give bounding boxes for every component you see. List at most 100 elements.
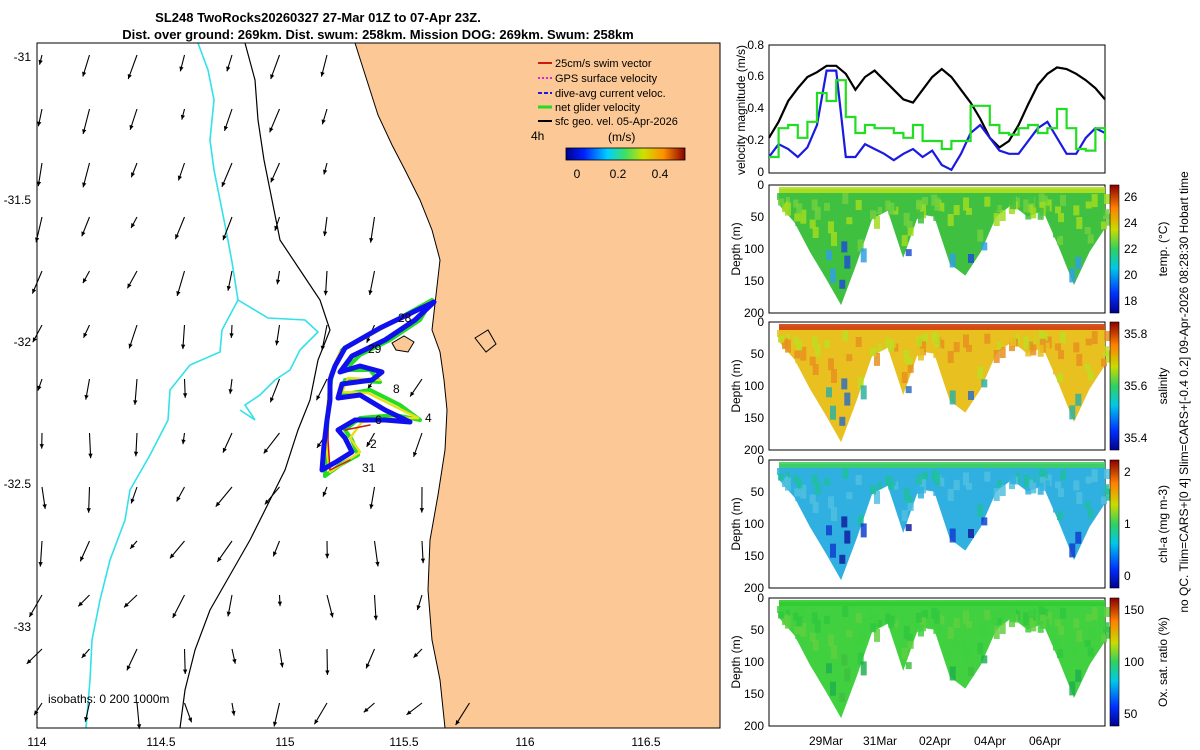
section-cell — [1106, 350, 1112, 363]
velocity-arrowhead — [182, 393, 188, 398]
section-cell — [1075, 393, 1082, 406]
velocity-arrowhead — [279, 662, 284, 668]
section-cell — [842, 606, 849, 617]
section-cell — [860, 661, 867, 676]
colorbar-tick: 24 — [1124, 216, 1138, 230]
title-line-2: Dist. over ground: 269km. Dist. swum: 25… — [122, 27, 634, 42]
section-cell — [855, 475, 862, 485]
velocity-arrowhead — [455, 720, 460, 725]
section-surface — [779, 187, 1105, 193]
section-cell — [830, 681, 836, 696]
section-cell — [800, 346, 807, 361]
section-cell — [918, 348, 924, 361]
vel-y-tick: 0.4 — [747, 101, 764, 115]
velocity-arrowhead — [321, 119, 326, 125]
section-cell — [831, 369, 837, 383]
section-cell — [920, 617, 926, 632]
section-cell — [995, 479, 1002, 487]
velocity-arrowhead — [322, 231, 328, 237]
velocity-arrowhead — [366, 441, 371, 447]
section-cell — [1091, 607, 1098, 621]
section-cell — [995, 204, 1002, 212]
section-cell — [841, 378, 848, 390]
section-cell — [831, 645, 837, 659]
section-cell — [949, 390, 956, 405]
surface-velocity-vectors — [26, 54, 470, 729]
section-cell — [814, 206, 821, 220]
depth-label: Depth (m) — [729, 497, 743, 550]
section-cell — [1099, 201, 1105, 216]
section-cell — [907, 501, 914, 511]
section-cell — [938, 339, 945, 349]
section-cell — [1099, 338, 1105, 353]
depth-tick: 150 — [744, 549, 764, 563]
section-cell — [828, 221, 834, 234]
velocity-arrowhead — [272, 551, 278, 557]
section-cell — [872, 338, 878, 350]
section-cell — [936, 623, 943, 631]
section-cell — [874, 628, 880, 642]
section-cell — [874, 490, 880, 504]
velocity-arrowhead — [325, 553, 330, 559]
section-cell — [964, 649, 970, 663]
colorbar-label: salinity — [1156, 368, 1170, 405]
section-cell — [1073, 342, 1080, 353]
isobath-label: isobaths: 0 200 1000m — [48, 692, 169, 706]
interval-label: 4h — [531, 129, 544, 143]
section-cell — [809, 219, 816, 229]
section-cell — [1053, 224, 1059, 238]
section-cell — [841, 241, 848, 253]
section-cell — [857, 652, 864, 665]
section-cell — [1057, 373, 1063, 382]
section-cell — [920, 341, 926, 356]
colorbar-tick: 50 — [1124, 707, 1138, 721]
section-cell — [800, 622, 807, 637]
velocity-arrowhead — [131, 223, 136, 229]
section-cell — [1041, 470, 1048, 479]
section-cell — [922, 334, 928, 342]
section-cell — [807, 239, 814, 247]
section-cell — [1089, 489, 1096, 501]
day-label: 8 — [393, 382, 400, 396]
velocity-arrowhead — [181, 439, 186, 445]
velocity-arrowhead — [413, 652, 419, 658]
section-cell — [1091, 469, 1098, 483]
section-cell — [826, 663, 832, 674]
section-cell — [945, 651, 952, 662]
velocity-arrowhead — [181, 344, 186, 350]
section-cell — [899, 473, 906, 483]
isobath-200 — [179, 43, 331, 728]
velocity-arrowhead — [365, 663, 370, 669]
section-cell — [1075, 531, 1082, 544]
section-cell — [916, 474, 922, 485]
section-cell — [1010, 195, 1016, 209]
section-cell — [997, 609, 1004, 619]
depth-tick: 150 — [744, 274, 764, 288]
section-cell — [991, 474, 998, 486]
velocity-arrowhead — [367, 383, 373, 389]
section-cell — [1058, 626, 1064, 636]
section-cell — [1028, 469, 1035, 479]
section-cell — [899, 611, 906, 621]
series-line-0 — [768, 64, 1106, 149]
isobath-1000b — [237, 299, 320, 421]
section-cell — [876, 620, 882, 627]
velocity-arrowhead — [277, 601, 283, 607]
section-cell — [1055, 206, 1061, 214]
depth-tick: 200 — [744, 719, 764, 733]
section-cell — [857, 376, 864, 389]
time-tick: 06Apr — [1029, 734, 1061, 748]
section-cell — [951, 504, 958, 513]
section-cell — [842, 193, 849, 204]
section-cell — [794, 488, 801, 497]
velocity-arrowhead — [226, 285, 232, 291]
section-cell — [968, 667, 974, 676]
velocity-arrowhead — [369, 504, 374, 509]
section-cell — [1106, 213, 1112, 226]
section-cell — [1043, 342, 1050, 353]
section-cell — [1060, 331, 1066, 343]
section-cell — [1037, 482, 1044, 495]
section-cell — [1084, 364, 1091, 371]
section-cell — [1085, 338, 1092, 346]
section-cell — [853, 637, 860, 646]
